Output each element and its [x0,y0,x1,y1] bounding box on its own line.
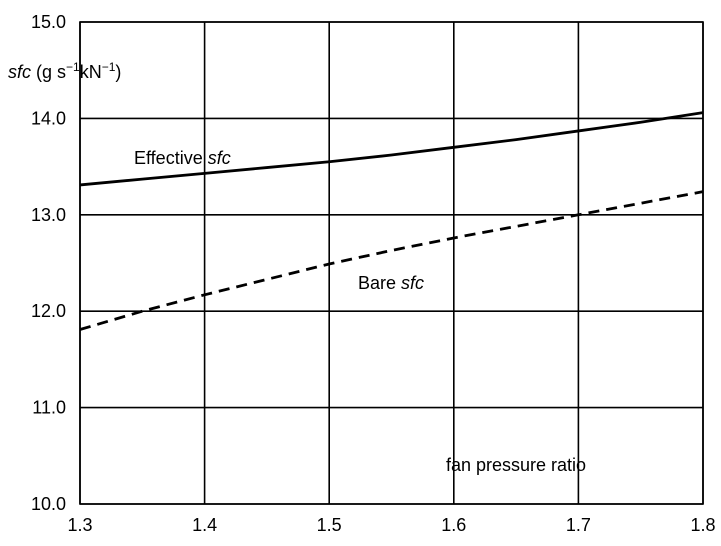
grid-lines [79,21,704,505]
y-tick-label: 15.0 [31,12,66,32]
x-axis-label: fan pressure ratio [446,455,586,475]
x-tick-label: 1.7 [566,515,591,535]
series-label-bare-sfc: Bare sfc [358,273,424,293]
x-tick-label: 1.5 [317,515,342,535]
y-tick-label: 10.0 [31,494,66,514]
series-lines [79,111,704,331]
y-axis-label: sfc (g s−1kN−1) [8,60,121,82]
x-tick-label: 1.6 [441,515,466,535]
x-tick-label: 1.3 [67,515,92,535]
x-tick-label: 1.4 [192,515,217,535]
y-tick-label: 12.0 [31,301,66,321]
y-tick-label: 11.0 [32,398,66,418]
tick-labels: 1.3 1.4 1.5 1.6 1.7 1.8 10.0 11.0 12.0 13.0 14.0 15… [31,12,716,535]
series-label-effective-sfc: Effective sfc [134,148,231,168]
x-tick-label: 1.8 [690,515,715,535]
bare-sfc-line [79,190,704,331]
y-tick-label: 13.0 [31,205,66,225]
effective-sfc-line [79,111,704,187]
plot-frame [79,21,704,505]
y-tick-label: 14.0 [31,108,66,128]
